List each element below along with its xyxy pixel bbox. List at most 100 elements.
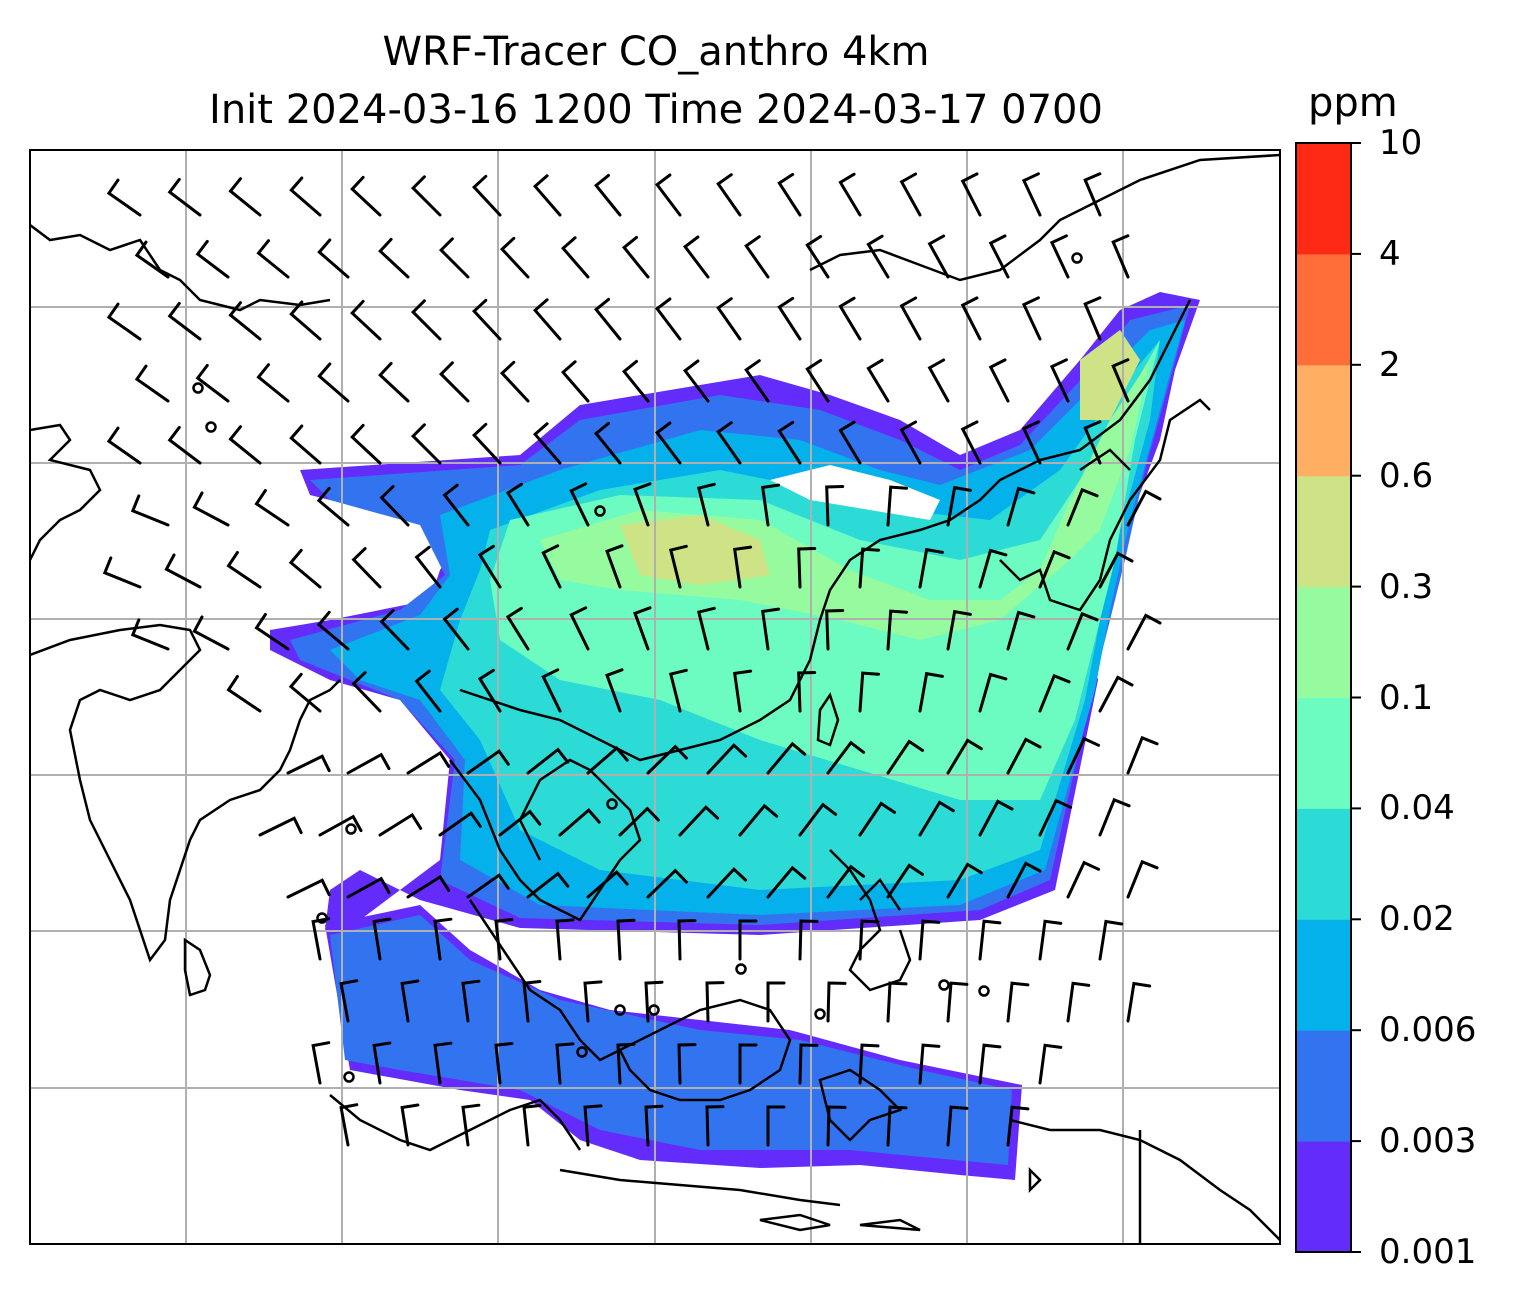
wind-barb xyxy=(655,421,682,465)
field-03 xyxy=(620,515,770,585)
wind-barb xyxy=(134,240,170,279)
wind-barb xyxy=(644,980,664,1023)
wind-barb xyxy=(716,173,742,217)
wind-barb xyxy=(927,234,950,279)
wind-barb xyxy=(1126,859,1159,899)
map-gridlines xyxy=(30,150,1280,1244)
wind-barb xyxy=(442,483,470,527)
wind-barb xyxy=(414,545,442,589)
colorbar-tick-label: 0.04 xyxy=(1379,788,1455,829)
colorbar-swatch xyxy=(1296,1141,1351,1253)
wind-barb xyxy=(339,979,359,1023)
wind-barb xyxy=(1126,981,1152,1023)
wind-barb xyxy=(1066,487,1099,527)
wind-barb xyxy=(192,615,230,651)
wind-barb xyxy=(167,301,202,341)
wind-barb xyxy=(466,749,510,775)
coastline-borneo xyxy=(618,998,792,1102)
wind-barb xyxy=(918,671,944,713)
wind-barb xyxy=(560,236,590,279)
wind-barb xyxy=(978,672,1008,713)
wind-barb xyxy=(466,873,510,899)
wind-barb xyxy=(1021,296,1042,341)
wind-barb xyxy=(733,669,753,713)
wind-barb xyxy=(289,300,322,341)
colorbar-tick-label: 0.001 xyxy=(1379,1232,1477,1272)
wind-barb xyxy=(254,489,290,527)
wind-barb xyxy=(1083,420,1102,465)
wind-barb xyxy=(978,548,1008,589)
wind-barb xyxy=(560,360,590,403)
coastline-malay-peninsula xyxy=(468,899,621,1062)
wind-barb xyxy=(696,482,716,527)
wind-barb xyxy=(442,607,470,651)
wind-barb xyxy=(593,421,622,465)
wind-barb xyxy=(777,172,802,217)
wind-barb xyxy=(960,420,982,465)
wind-barb xyxy=(289,176,322,217)
wind-barb xyxy=(317,362,350,403)
calm-wind-marker xyxy=(576,1046,588,1058)
wind-barb xyxy=(289,424,322,465)
wind-barb xyxy=(471,422,502,465)
wind-barb xyxy=(988,358,1010,403)
wind-barb xyxy=(477,668,502,713)
wind-barb xyxy=(825,485,845,527)
wind-barb xyxy=(706,743,748,775)
wind-barb xyxy=(716,297,742,341)
wind-barb xyxy=(461,979,481,1023)
wind-barb xyxy=(858,547,881,589)
coastline-south-asia xyxy=(30,224,341,963)
coastline-small-islands xyxy=(759,1166,1042,1232)
wind-barb xyxy=(946,738,983,775)
wind-barb xyxy=(378,237,410,279)
wind-barb xyxy=(633,482,652,527)
colorbar-swatch xyxy=(1296,253,1351,366)
calm-wind-marker xyxy=(814,1008,826,1020)
coastline-new-guinea xyxy=(1009,1118,1280,1244)
wind-barb xyxy=(192,491,230,527)
wind-barb xyxy=(134,364,170,403)
wind-barb xyxy=(130,618,170,651)
wind-barb xyxy=(1066,736,1101,775)
wind-barb xyxy=(317,238,350,279)
coastline-sri-lanka xyxy=(183,937,212,997)
calm-wind-marker xyxy=(938,979,950,991)
wind-barb xyxy=(102,556,142,589)
wind-barb xyxy=(858,801,896,837)
map-frame xyxy=(29,149,1281,1245)
wind-barb xyxy=(379,485,410,527)
calm-wind-marker xyxy=(594,505,606,517)
wind-barb xyxy=(433,1041,453,1085)
wind-barb xyxy=(797,671,817,713)
wind-barb xyxy=(633,606,652,651)
wind-barb xyxy=(766,865,807,899)
wind-barb xyxy=(826,1105,847,1147)
wind-barb xyxy=(1006,486,1036,527)
wind-barb xyxy=(1126,613,1162,651)
wind-barb xyxy=(918,1043,941,1085)
wind-barb xyxy=(805,234,830,279)
wind-barb xyxy=(1038,798,1073,837)
wind-barb xyxy=(1038,549,1071,589)
wind-barb xyxy=(288,672,322,713)
colorbar-tick-label: 0.006 xyxy=(1379,1010,1477,1051)
wind-barb xyxy=(1038,919,1063,961)
wind-barb xyxy=(777,420,802,465)
calm-wind-marker xyxy=(648,1004,660,1016)
wind-barb xyxy=(532,422,562,465)
wind-barb xyxy=(838,296,862,341)
wind-barb xyxy=(616,918,636,961)
wind-barb xyxy=(1098,675,1134,713)
wind-barb xyxy=(378,812,423,837)
wind-barb xyxy=(988,234,1010,279)
wind-barb xyxy=(505,482,530,527)
coastline-java xyxy=(559,1168,841,1207)
wind-barb xyxy=(1066,860,1101,899)
calm-wind-marker xyxy=(606,798,618,810)
wind-barb xyxy=(586,869,629,899)
wind-barb xyxy=(838,172,862,217)
wind-barb xyxy=(621,359,650,403)
wind-barb xyxy=(886,981,908,1023)
wind-barb xyxy=(918,919,941,961)
